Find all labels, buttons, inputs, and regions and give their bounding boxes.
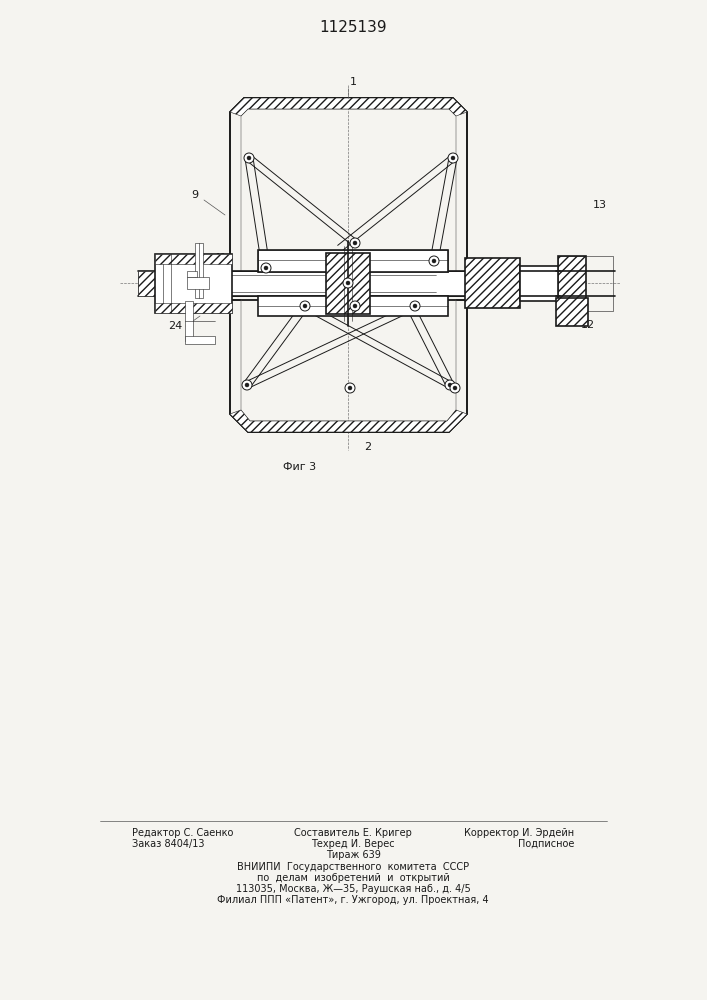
Circle shape — [410, 301, 420, 311]
Polygon shape — [230, 98, 467, 116]
Text: Редактор С. Саенко: Редактор С. Саенко — [132, 828, 233, 838]
Circle shape — [448, 383, 452, 387]
Circle shape — [450, 383, 460, 393]
Circle shape — [353, 241, 357, 245]
Circle shape — [242, 380, 252, 390]
Text: Техред И. Верес: Техред И. Верес — [311, 839, 395, 849]
Bar — [558, 256, 613, 311]
Text: 19: 19 — [215, 252, 226, 261]
Text: ВНИИПИ  Государственного  комитета  СССР: ВНИИПИ Государственного комитета СССР — [237, 862, 469, 872]
Circle shape — [300, 301, 310, 311]
Text: 1: 1 — [349, 77, 356, 87]
Text: Заказ 8404/13: Заказ 8404/13 — [132, 839, 204, 849]
Bar — [258, 250, 448, 272]
Text: 15: 15 — [199, 258, 209, 267]
Text: по  делам  изобретений  и  открытий: по делам изобретений и открытий — [257, 873, 450, 883]
Circle shape — [448, 153, 458, 163]
Bar — [187, 277, 209, 289]
Circle shape — [350, 301, 360, 311]
Bar — [520, 266, 560, 301]
Circle shape — [432, 259, 436, 263]
Text: 24: 24 — [168, 321, 182, 331]
Circle shape — [451, 156, 455, 160]
Text: 9: 9 — [192, 190, 199, 200]
Text: Составитель Е. Кригер: Составитель Е. Кригер — [294, 828, 412, 838]
Circle shape — [453, 386, 457, 390]
Text: Филиал ППП «Патент», г. Ужгород, ул. Проектная, 4: Филиал ППП «Патент», г. Ужгород, ул. Про… — [217, 895, 489, 905]
Circle shape — [345, 383, 355, 393]
Circle shape — [247, 156, 251, 160]
Bar — [258, 250, 448, 272]
Bar — [138, 271, 230, 296]
Bar — [465, 258, 520, 308]
Text: Корректор И. Эрдейн: Корректор И. Эрдейн — [464, 828, 574, 838]
Circle shape — [264, 266, 268, 270]
Text: Тираж 639: Тираж 639 — [325, 850, 380, 860]
Text: 13: 13 — [593, 200, 607, 210]
Polygon shape — [230, 98, 467, 272]
Bar — [326, 253, 370, 314]
Circle shape — [245, 383, 249, 387]
Text: Фиг 3: Фиг 3 — [284, 462, 317, 472]
Circle shape — [343, 278, 353, 288]
Circle shape — [429, 256, 439, 266]
Circle shape — [261, 263, 271, 273]
Circle shape — [348, 386, 352, 390]
Bar — [558, 256, 586, 311]
Circle shape — [445, 380, 455, 390]
Bar — [185, 336, 215, 344]
Bar — [155, 254, 232, 264]
Text: Подписное: Подписное — [518, 839, 574, 849]
Bar — [138, 271, 556, 296]
Circle shape — [353, 304, 357, 308]
Polygon shape — [230, 300, 467, 432]
Circle shape — [244, 153, 254, 163]
Bar — [155, 303, 232, 313]
Bar — [185, 301, 193, 341]
Text: 113035, Москва, Ж—35, Раушская наб., д. 4/5: 113035, Москва, Ж—35, Раушская наб., д. … — [235, 884, 470, 894]
Text: 1125139: 1125139 — [319, 20, 387, 35]
Circle shape — [350, 238, 360, 248]
Polygon shape — [230, 410, 467, 432]
Circle shape — [346, 281, 350, 285]
Bar — [187, 271, 197, 277]
Text: 12: 12 — [581, 320, 595, 330]
Bar — [155, 254, 232, 313]
Circle shape — [413, 304, 417, 308]
Circle shape — [303, 304, 307, 308]
Bar — [258, 296, 448, 316]
Bar — [195, 243, 203, 298]
Bar — [556, 298, 588, 326]
Text: 2: 2 — [364, 442, 372, 452]
